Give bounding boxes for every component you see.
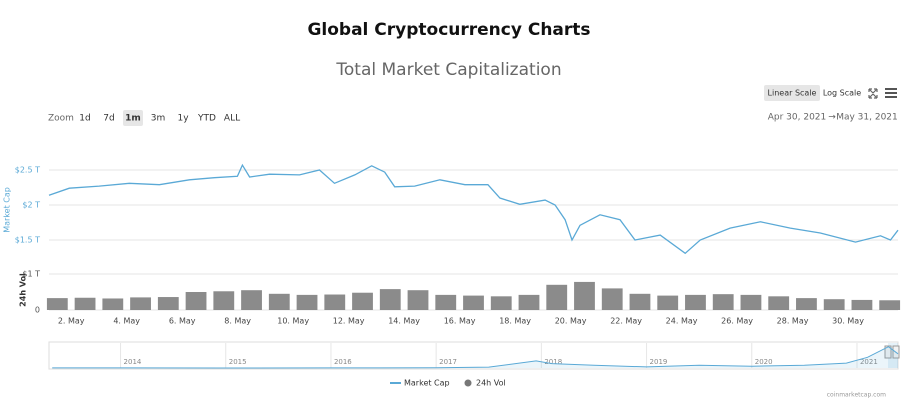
navigator-tick-label: 2015	[229, 358, 247, 366]
zoom-button[interactable]: 7d	[103, 114, 114, 124]
y2-tick-label: $1 T	[22, 270, 40, 279]
zoom-button[interactable]: 3m	[151, 114, 166, 124]
navigator-tick-label: 2016	[334, 358, 352, 366]
navigator-tick-label: 2020	[755, 358, 773, 366]
y-tick-label: $1.5 T	[15, 236, 40, 245]
x-tick-label: 6. May	[169, 317, 196, 326]
legend-label[interactable]: Market Cap	[404, 379, 450, 388]
navigator-line	[52, 346, 899, 369]
x-tick-label: 4. May	[113, 317, 140, 326]
zoom-button[interactable]: 1d	[79, 114, 90, 124]
volume-bar	[823, 299, 845, 310]
x-tick-label: 28. May	[777, 317, 809, 326]
menu-icon[interactable]	[885, 88, 897, 98]
x-tick-label: 24. May	[666, 317, 698, 326]
date-from[interactable]: Apr 30, 2021	[768, 113, 827, 123]
volume-bar	[74, 297, 96, 310]
volume-bar	[851, 299, 873, 310]
scale-button-bg	[764, 85, 820, 101]
scale-button[interactable]: Log Scale	[823, 89, 861, 98]
volume-bar	[768, 296, 790, 310]
page-title: Global Cryptocurrency Charts	[307, 20, 590, 40]
chart-subtitle: Total Market Capitalization	[335, 60, 561, 80]
date-to[interactable]: May 31, 2021	[836, 113, 898, 123]
legend-label[interactable]: 24h Vol	[476, 379, 506, 388]
y2-axis-title: 24h Vol	[19, 273, 28, 307]
volume-bar	[352, 292, 373, 310]
volume-bar	[130, 297, 151, 310]
credit: coinmarketcap.com	[827, 392, 886, 399]
navigator-area	[52, 346, 899, 368]
x-tick-label: 2. May	[58, 317, 85, 326]
x-tick-label: 30. May	[832, 317, 864, 326]
fullscreen-icon[interactable]	[868, 88, 878, 99]
volume-bar	[241, 290, 262, 310]
y2-tick-label: 0	[35, 306, 40, 315]
zoom-button[interactable]: ALL	[224, 114, 240, 124]
volume-bar	[685, 294, 706, 310]
x-tick-label: 16. May	[444, 317, 476, 326]
zoom-button[interactable]: 1m	[125, 114, 141, 124]
volume-bar	[574, 281, 595, 310]
volume-bar	[657, 295, 679, 310]
volume-bar	[102, 298, 124, 310]
zoom-button[interactable]: YTD	[197, 114, 216, 124]
navigator-tick-label: 2017	[439, 358, 457, 366]
x-tick-label: 8. May	[224, 317, 251, 326]
volume-bar	[490, 296, 512, 310]
zoom-button[interactable]: 1y	[177, 114, 189, 124]
navigator-tick-label: 2014	[124, 358, 142, 366]
volume-bar	[546, 284, 568, 310]
volume-bar	[213, 291, 235, 310]
volume-bar	[740, 294, 762, 310]
x-tick-label: 22. May	[610, 317, 642, 326]
x-tick-label: 14. May	[388, 317, 420, 326]
volume-bar	[46, 298, 68, 310]
volume-bar	[379, 289, 401, 310]
legend-marker	[464, 379, 472, 387]
date-arrow: →	[828, 113, 836, 123]
volume-bar	[324, 294, 346, 310]
volume-bar	[712, 294, 734, 310]
market-cap-line	[48, 163, 899, 255]
volume-bar	[518, 294, 540, 310]
volume-bar	[601, 288, 623, 310]
volume-bar	[796, 298, 817, 310]
volume-bar	[268, 293, 290, 310]
x-tick-label: 20. May	[555, 317, 587, 326]
volume-bar	[296, 294, 318, 310]
volume-bar	[463, 295, 484, 310]
volume-bar	[629, 293, 651, 310]
x-tick-label: 26. May	[721, 317, 753, 326]
y-tick-label: $2.5 T	[15, 166, 40, 175]
navigator-handle[interactable]	[884, 345, 892, 359]
scale-button[interactable]: Linear Scale	[768, 89, 817, 98]
volume-bar	[157, 297, 179, 310]
volume-bar	[185, 292, 207, 310]
zoom-button-bg	[123, 110, 143, 126]
volume-bar	[879, 300, 901, 310]
zoom-label: Zoom	[48, 114, 74, 124]
x-tick-label: 12. May	[333, 317, 365, 326]
x-tick-label: 18. May	[499, 317, 531, 326]
navigator-tick-label: 2021	[860, 358, 878, 366]
y-axis-title: Market Cap	[3, 187, 12, 233]
volume-bar	[435, 294, 457, 310]
navigator-tick-label: 2018	[544, 358, 562, 366]
navigator-tick-label: 2019	[650, 358, 668, 366]
x-tick-label: 10. May	[277, 317, 309, 326]
volume-bar	[407, 290, 429, 310]
y-tick-label: $2 T	[22, 201, 40, 210]
